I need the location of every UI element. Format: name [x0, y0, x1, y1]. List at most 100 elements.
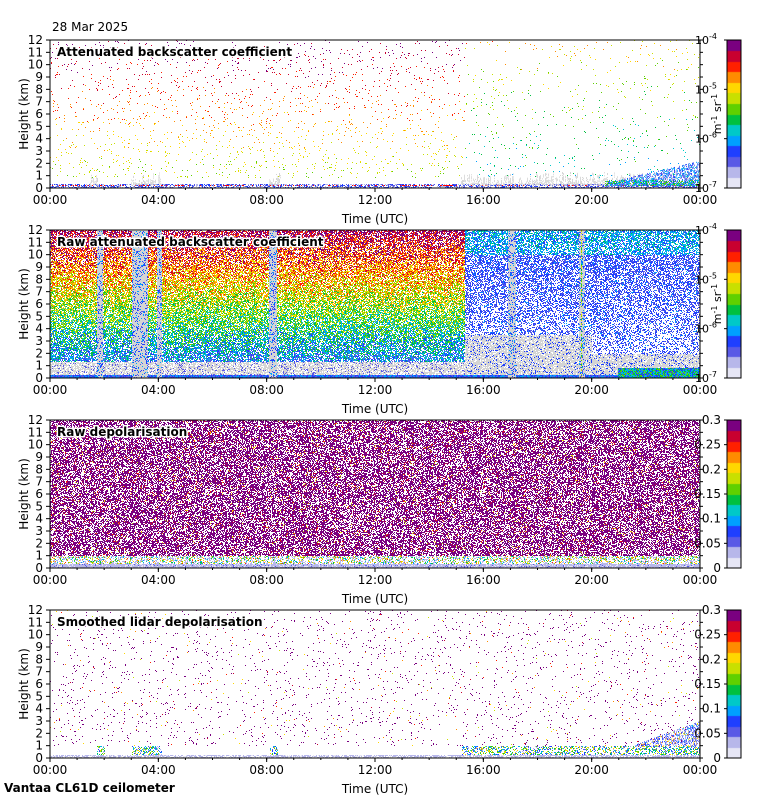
- unit-part: sr: [711, 101, 724, 115]
- y-tick-label: 9: [35, 450, 43, 464]
- y-tick-label: 8: [35, 82, 43, 96]
- y-tick-label: 1: [35, 549, 43, 563]
- y-tick-label: 8: [35, 272, 43, 286]
- y-tick-label: 11: [28, 235, 43, 249]
- colorbar: 10-410-510-610-7m-1 sr-1: [695, 222, 742, 385]
- y-tick-label: 7: [35, 665, 43, 679]
- colorbar-tick-label: 10-4: [695, 222, 717, 237]
- panel-title: Smoothed lidar depolarisation: [57, 615, 263, 629]
- y-tick-label: 10: [28, 58, 43, 72]
- y-tick-label: 5: [35, 309, 43, 323]
- colorbar-tick-label: 0.3: [702, 603, 721, 617]
- y-tick-label: 9: [35, 70, 43, 84]
- unit-part: -1: [710, 94, 719, 102]
- y-tick-label: 12: [28, 33, 43, 47]
- tick-exponent: -4: [709, 32, 717, 41]
- x-tick-label: 16:00: [466, 193, 501, 207]
- y-tick-label: 8: [35, 652, 43, 666]
- x-tick-label: 12:00: [358, 763, 393, 777]
- colorbar-tick-label: 0.1: [702, 512, 721, 526]
- y-tick-label: 0: [35, 751, 43, 765]
- colorbar-tick-label: 0.05: [694, 536, 721, 550]
- y-tick-label: 5: [35, 119, 43, 133]
- x-tick-label: 16:00: [466, 573, 501, 587]
- x-tick-label: 00:00: [33, 573, 68, 587]
- y-tick-label: 10: [28, 628, 43, 642]
- unit-part: m: [711, 124, 724, 135]
- y-tick-label: 3: [35, 714, 43, 728]
- y-tick-label: 5: [35, 499, 43, 513]
- y-tick-label: 1: [35, 359, 43, 373]
- x-tick-label: 12:00: [358, 573, 393, 587]
- y-tick-label: 12: [28, 223, 43, 237]
- y-tick-label: 4: [35, 512, 43, 526]
- unit-part: -1: [710, 306, 719, 314]
- x-tick-label: 04:00: [141, 383, 176, 397]
- x-tick-label: 16:00: [466, 763, 501, 777]
- x-tick-label: 04:00: [141, 193, 176, 207]
- x-tick-label: 00:00: [683, 193, 718, 207]
- y-axis-label: Height (km): [17, 78, 31, 149]
- y-tick-label: 4: [35, 132, 43, 146]
- colorbar-tick-label: 0.25: [694, 628, 721, 642]
- y-tick-label: 9: [35, 640, 43, 654]
- panel-title: Raw depolarisation: [57, 425, 187, 439]
- colorbar-gradient: [727, 40, 741, 188]
- y-tick-label: 0: [35, 561, 43, 575]
- x-axis-label: Time (UTC): [341, 212, 408, 226]
- y-tick-label: 1: [35, 739, 43, 753]
- colorbar-tick-label: 0.25: [694, 438, 721, 452]
- colorbar-tick-label: 0: [713, 751, 721, 765]
- colorbar-tick-label: 0.2: [702, 652, 721, 666]
- y-tick-label: 1: [35, 169, 43, 183]
- y-tick-label: 2: [35, 536, 43, 550]
- tick-base: 10: [695, 34, 709, 47]
- colorbar-tick-label: 10-5: [695, 271, 717, 286]
- y-tick-label: 12: [28, 413, 43, 427]
- tick-base: 10: [695, 182, 709, 195]
- x-tick-label: 20:00: [574, 573, 609, 587]
- tick-exponent: -5: [709, 81, 717, 90]
- colorbar-tick-label: 0.3: [702, 413, 721, 427]
- colorbar-tick-label: 10-5: [695, 81, 717, 96]
- heatmap-image: [50, 40, 700, 188]
- y-tick-label: 10: [28, 248, 43, 262]
- colorbar-tick-label: 0.05: [694, 726, 721, 740]
- y-tick-label: 4: [35, 702, 43, 716]
- y-tick-label: 6: [35, 297, 43, 311]
- x-axis-label: Time (UTC): [341, 592, 408, 606]
- x-tick-label: 08:00: [249, 193, 284, 207]
- y-tick-label: 3: [35, 334, 43, 348]
- unit-part: -1: [710, 116, 719, 124]
- colorbar-frame: [726, 39, 742, 189]
- heatmap-image: [50, 230, 700, 378]
- y-tick-label: 2: [35, 346, 43, 360]
- colorbar-unit-label: m-1 sr-1: [710, 94, 724, 134]
- tick-exponent: -7: [709, 370, 717, 379]
- y-tick-label: 6: [35, 487, 43, 501]
- tick-base: 10: [695, 83, 709, 96]
- y-tick-label: 9: [35, 260, 43, 274]
- colorbar: 0.3 0.25 0.2 0.15 0.1 0.05 0: [694, 603, 742, 765]
- x-tick-label: 00:00: [683, 763, 718, 777]
- unit-part: sr: [711, 291, 724, 305]
- tick-exponent: -6: [709, 131, 717, 140]
- x-axis-label: Time (UTC): [341, 782, 408, 796]
- x-axis-label: Time (UTC): [341, 402, 408, 416]
- unit-part: m: [711, 314, 724, 325]
- y-tick-label: 2: [35, 156, 43, 170]
- colorbar-tick-label: 0: [713, 561, 721, 575]
- x-tick-label: 20:00: [574, 383, 609, 397]
- heatmap-image: [50, 610, 700, 758]
- y-tick-label: 3: [35, 524, 43, 538]
- x-tick-label: 08:00: [249, 763, 284, 777]
- x-tick-label: 08:00: [249, 573, 284, 587]
- tick-base: 10: [695, 372, 709, 385]
- x-tick-label: 16:00: [466, 383, 501, 397]
- colorbar-gradient: [727, 420, 741, 568]
- y-tick-label: 10: [28, 438, 43, 452]
- y-tick-label: 11: [28, 45, 43, 59]
